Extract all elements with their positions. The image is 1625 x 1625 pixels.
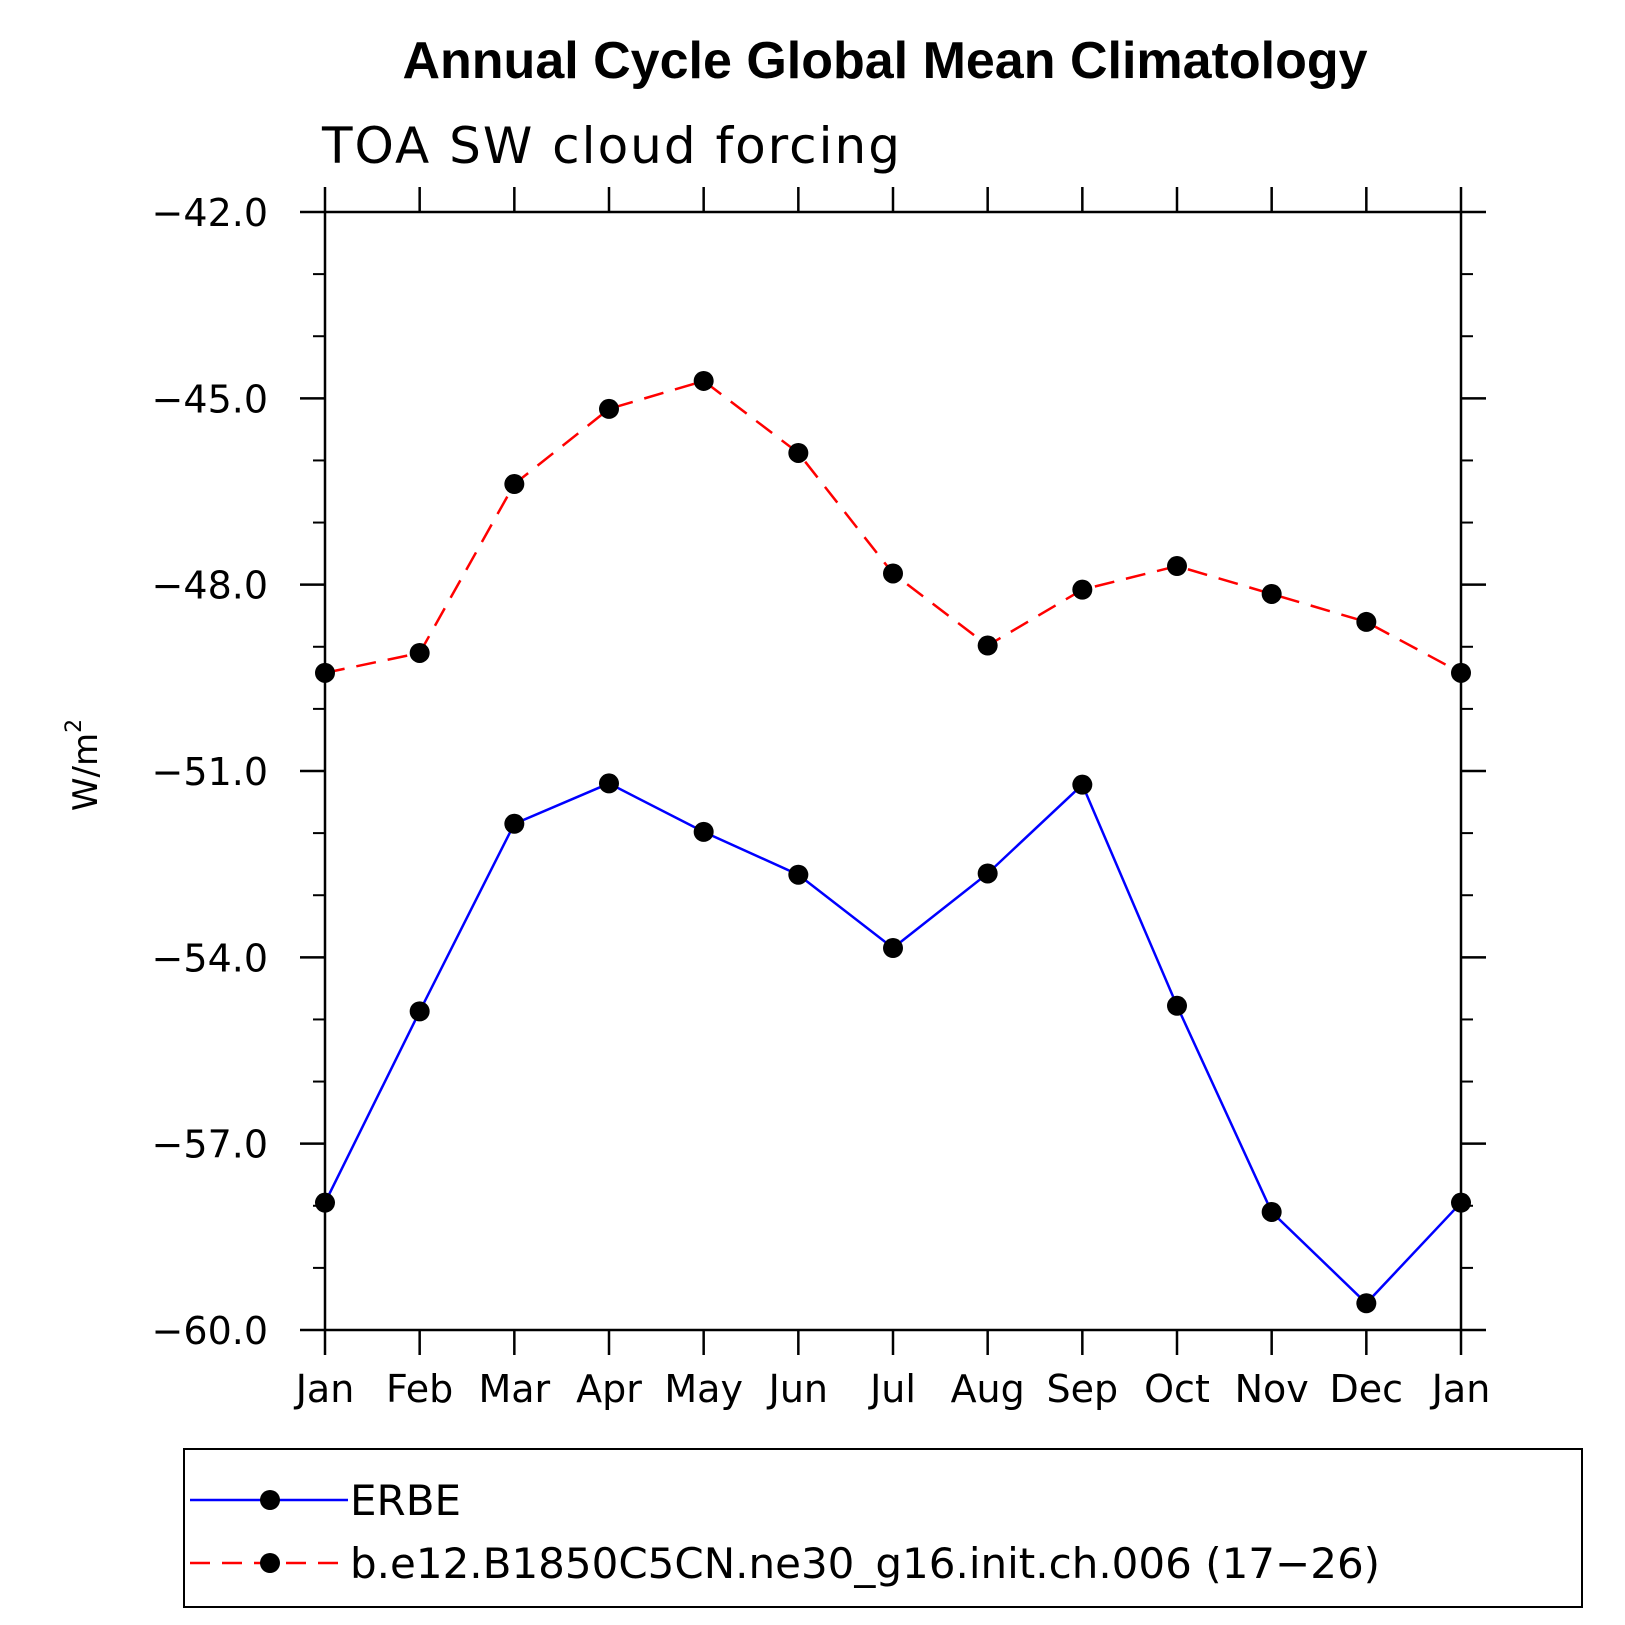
series-1-point [1261,583,1282,604]
x-tick-label: Jan [1430,1367,1491,1411]
series-0-point [1451,1192,1471,1213]
series-0-point [1072,774,1093,795]
x-tick-label: Sep [1047,1367,1119,1411]
series-1-point [883,563,903,584]
legend-label-erbe: ERBE [350,1476,461,1525]
plot-frame [323,210,1463,1332]
series-1-point [1072,579,1093,600]
plot-axes: Jan Feb Mar Apr May Jun Jul Aug Sep Oct Nov Dec Jan−… [152,187,1491,1411]
y-tick-label: −42.0 [152,191,268,235]
x-tick-label: Apr [576,1367,642,1411]
y-axis-label-sup: 2 [62,719,87,733]
series-1-point [1167,556,1187,577]
x-tick-label: Jan [294,1367,355,1411]
x-tick-label: Dec [1330,1367,1404,1411]
x-tick-label: May [664,1367,743,1411]
series-line-0 [323,782,1462,1306]
series-1-point [977,635,998,656]
series-0-point [977,863,998,884]
series-0-point [1356,1293,1377,1314]
y-tick-label: −60.0 [152,1309,268,1353]
legend-box [183,1448,1583,1608]
series-0-point [1261,1201,1282,1222]
series-1-point [788,442,809,463]
chart-title: Annual Cycle Global Mean Climatology [402,32,1367,90]
series-1-point [409,642,430,663]
x-tick-label: Feb [386,1367,453,1411]
y-tick-label: −51.0 [152,750,268,794]
x-tick-label: Aug [951,1367,1025,1411]
x-tick-label: Mar [478,1367,550,1411]
x-tick-label: Jul [868,1367,916,1411]
legend-label-model: b.e12.B1850C5CN.ne30_g16.init.ch.006 (17… [350,1539,1380,1588]
x-tick-label: Jun [767,1367,828,1411]
series-0-point [1167,995,1187,1016]
y-tick-label: −45.0 [152,377,268,421]
series-0-point [788,864,809,885]
series-0-point [315,1192,335,1213]
legend-marker-erbe [260,1490,280,1510]
series-1-point [693,370,714,391]
y-axis-label: W/m2 [62,719,106,811]
series-0-point [504,813,525,834]
series-1-point [315,662,335,683]
y-tick-label: −48.0 [152,564,268,608]
series-line-1 [324,379,1462,675]
x-tick-label: Nov [1235,1367,1309,1411]
series-1-point [1356,611,1377,632]
series-1-point [504,474,525,495]
series-0-point [409,1001,430,1022]
y-tick-label: −54.0 [152,936,268,980]
series-0-point [599,773,619,794]
legend-marker-model [260,1553,280,1573]
chart-subtitle: TOA SW cloud forcing [321,117,902,175]
series-0-point [883,938,903,959]
series-1-point [1451,662,1471,683]
x-tick-label: Oct [1144,1367,1210,1411]
series-layer [315,370,1471,1314]
series-1-point [599,398,619,419]
legend: ERBE b.e12.B1850C5CN.ne30_g16.init.ch.00… [183,1448,1583,1608]
series-0-point [693,821,714,842]
y-tick-label: −57.0 [152,1123,268,1167]
y-axis-label-base: W/m [66,733,106,811]
